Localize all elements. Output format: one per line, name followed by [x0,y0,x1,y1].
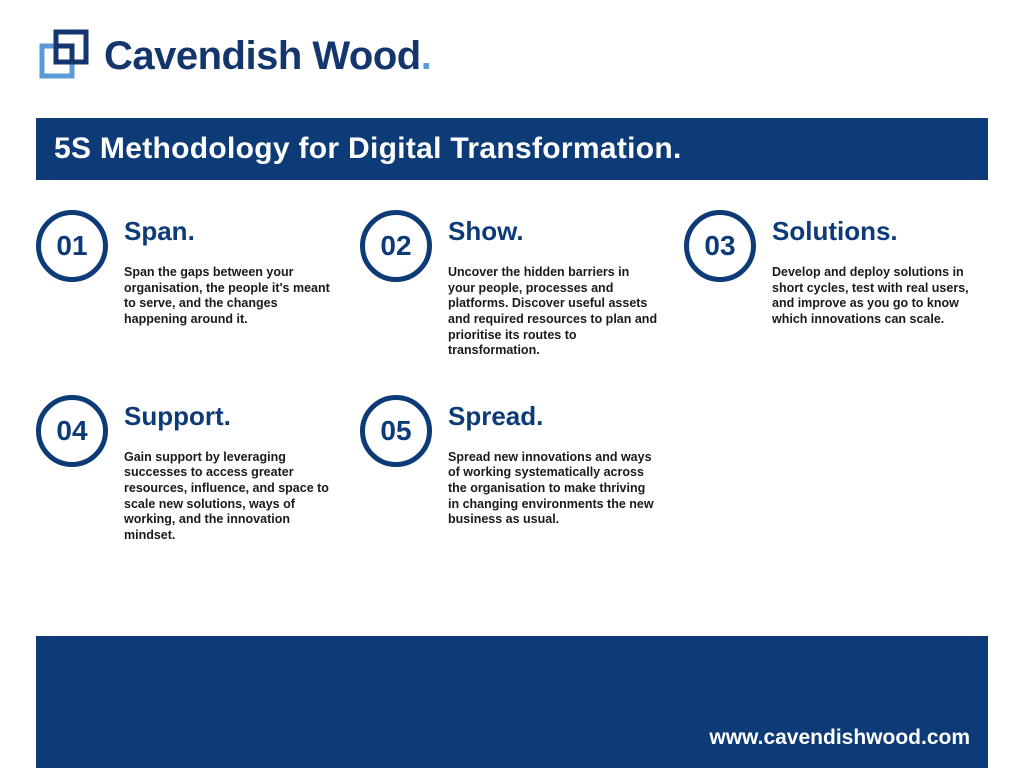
page-title: 5S Methodology for Digital Transformatio… [54,132,682,166]
logo-area: Cavendish Wood. [36,28,431,84]
brand-period: . [421,34,432,78]
item-number: 03 [684,210,756,282]
item-text: Spread. Spread new innovations and ways … [448,395,664,528]
brand-text: Cavendish Wood [104,34,421,78]
methodology-grid: 01 Span. Span the gaps between your orga… [36,210,988,544]
item-desc: Span the gaps between your organisation,… [124,265,334,328]
item-text: Span. Span the gaps between your organis… [124,210,340,328]
item-text: Show. Uncover the hidden barriers in you… [448,210,664,359]
footer-url: www.cavendishwood.com [709,726,970,750]
item-desc: Develop and deploy solutions in short cy… [772,265,982,328]
item-title: Spread. [448,401,664,432]
item-title: Support. [124,401,340,432]
logo-icon [36,28,92,84]
item-text: Solutions. Develop and deploy solutions … [772,210,988,328]
item-solutions: 03 Solutions. Develop and deploy solutio… [684,210,988,359]
item-title: Show. [448,216,664,247]
item-title: Solutions. [772,216,988,247]
item-desc: Gain support by leveraging successes to … [124,450,334,544]
title-band: 5S Methodology for Digital Transformatio… [36,118,988,180]
item-show: 02 Show. Uncover the hidden barriers in … [360,210,664,359]
item-support: 04 Support. Gain support by leveraging s… [36,395,340,544]
item-number: 04 [36,395,108,467]
item-number: 05 [360,395,432,467]
item-number: 02 [360,210,432,282]
item-text: Support. Gain support by leveraging succ… [124,395,340,544]
item-spread: 05 Spread. Spread new innovations and wa… [360,395,664,544]
item-title: Span. [124,216,340,247]
item-span: 01 Span. Span the gaps between your orga… [36,210,340,359]
item-desc: Uncover the hidden barriers in your peop… [448,265,658,359]
item-desc: Spread new innovations and ways of worki… [448,450,658,528]
brand-name: Cavendish Wood. [104,34,431,79]
item-number: 01 [36,210,108,282]
